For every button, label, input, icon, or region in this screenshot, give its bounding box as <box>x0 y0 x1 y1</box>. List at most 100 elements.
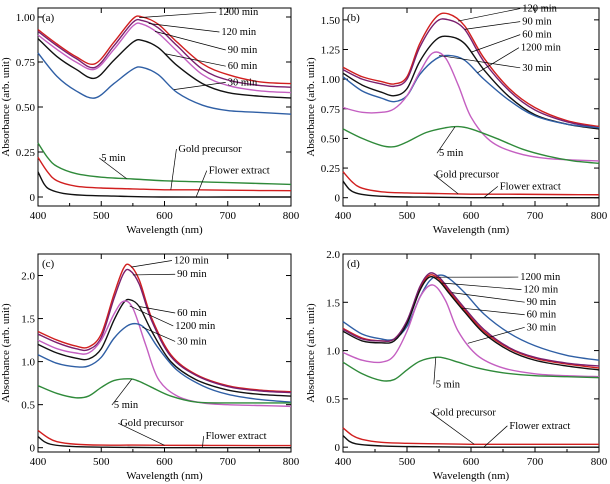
y-tick-label: 1.5 <box>326 297 340 309</box>
y-tick-label: 1.00 <box>16 12 36 24</box>
x-tick-label: 500 <box>93 210 110 222</box>
leader-line <box>458 8 521 22</box>
leader-line <box>129 305 174 327</box>
series-label-90-min: 90 min <box>527 297 557 308</box>
x-tick-label: 400 <box>335 210 352 222</box>
y-axis-title: Absorbance (arb. unit) <box>305 303 317 403</box>
series-label-1200-min: 1200 min <box>175 321 216 332</box>
series-line-5-min <box>342 356 600 382</box>
series-line-gold-precursor <box>342 427 599 446</box>
x-tick-label: 400 <box>30 456 47 468</box>
x-tick-label: 400 <box>335 456 352 468</box>
leader-line <box>483 186 499 198</box>
leader-line <box>148 23 220 33</box>
x-axis-title: Wavelength (nm) <box>433 224 510 236</box>
leader-line <box>442 282 522 290</box>
x-tick-label: 500 <box>399 210 416 222</box>
series-line-flower-extract <box>37 171 291 198</box>
panel-a: 400 500 600 700 800 0 0.25 0.50 0.75 1.00 Waveleng… <box>0 7 300 236</box>
series-label-flower-extract: Flower extract <box>500 181 561 192</box>
series-line-90-min <box>342 18 600 129</box>
panel-c: 400 500 600 700 800 0 0.5 1.0 1.5 2.0 Wavelength (… <box>0 253 300 482</box>
series-line-90-min <box>37 268 292 394</box>
y-tick-label: 0.75 <box>16 57 36 69</box>
x-tick-label: 800 <box>283 456 300 468</box>
series-label-90-min: 90 min <box>177 269 207 280</box>
panel-tag: (b) <box>347 12 360 24</box>
y-axis-title: Absorbance (arb. unit) <box>0 303 12 403</box>
series-line-30-min <box>37 322 292 403</box>
y-tick-label: 0 <box>335 442 341 454</box>
x-tick-label: 800 <box>283 210 300 222</box>
leader-line <box>451 292 525 303</box>
x-tick-label: 700 <box>220 210 237 222</box>
series-label-60-min: 60 min <box>522 30 552 41</box>
leader-line <box>467 326 525 344</box>
series-label-5-min: 5 min <box>436 379 461 390</box>
y-tick-label: 1.0 <box>21 357 35 369</box>
leader-line <box>139 11 217 18</box>
series-line-flower-extract <box>342 435 599 448</box>
series-label-gold-precursor: Gold precursor <box>436 170 500 181</box>
x-axis-title: Wavelength (nm) <box>126 470 203 482</box>
series-line-60-min <box>342 276 600 371</box>
series-label-flower-extract: Flower extract <box>206 431 267 442</box>
series-label-120-min: 120 min <box>522 4 557 15</box>
series-line-1200-min <box>37 300 292 408</box>
series-label-1200-min: 1200 min <box>520 272 561 283</box>
series-line-gold-precursor <box>37 157 292 192</box>
series-label-90-min: 90 min <box>522 17 552 28</box>
leader-line <box>170 148 177 190</box>
series-label-5-min: 5 min <box>439 148 464 159</box>
leader-line <box>483 425 508 448</box>
series-line-120-min <box>37 18 292 88</box>
y-tick-label: 0 <box>30 443 36 455</box>
leader-line <box>433 174 459 195</box>
y-tick-label: 2.0 <box>326 249 340 261</box>
leader-line <box>139 306 176 314</box>
leader-line <box>132 273 176 276</box>
y-tick-label: 1.00 <box>321 74 341 86</box>
leader-line <box>154 31 226 51</box>
leader-line <box>433 357 437 385</box>
y-tick-label: 0.50 <box>321 133 341 145</box>
leader-line <box>438 55 521 69</box>
series-line-30-min <box>342 51 600 162</box>
series-line-gold-precursor <box>37 429 292 447</box>
panel-d: 400 500 600 700 800 0 0.5 1.0 1.5 2.0 Wavelength (… <box>305 249 608 482</box>
series-label-30-min: 30 min <box>522 63 552 74</box>
y-tick-label: 0 <box>30 192 36 204</box>
x-tick-label: 600 <box>463 456 480 468</box>
x-axis-title: Wavelength (nm) <box>126 224 203 236</box>
panel-tag: (d) <box>347 258 360 270</box>
leader-line <box>470 34 521 53</box>
x-tick-label: 800 <box>591 210 608 222</box>
series-label-90-min: 90 min <box>228 45 258 56</box>
y-tick-label: 1.25 <box>321 44 341 56</box>
series-label-flower-extract: Flower extract <box>209 166 270 177</box>
series-label-30-min: 30 min <box>527 322 557 333</box>
series-label-60-min: 60 min <box>177 308 207 319</box>
leader-line <box>99 157 127 179</box>
x-tick-label: 800 <box>591 456 608 468</box>
series-label-120-min: 120 min <box>523 285 558 296</box>
leader-line <box>195 170 208 198</box>
series-line-30-min <box>37 52 292 115</box>
panel-tag: (a) <box>42 12 55 24</box>
leader-line <box>430 412 475 445</box>
x-tick-label: 400 <box>30 210 47 222</box>
series-label-flower-extract: Flower extract <box>509 421 570 432</box>
y-tick-label: 1.50 <box>321 15 341 27</box>
x-tick-label: 500 <box>93 456 110 468</box>
panel-b: 400 500 600 700 800 0 0.25 0.50 0.75 1.00 1.25 1.50… <box>305 4 608 236</box>
y-tick-label: 0.25 <box>16 147 36 159</box>
y-tick-label: 1.0 <box>326 346 340 358</box>
leader-line <box>142 326 176 342</box>
x-tick-label: 500 <box>399 456 416 468</box>
series-label-5-min: 5 min <box>101 153 126 164</box>
series-line-120-min <box>37 263 292 393</box>
x-tick-label: 700 <box>220 456 237 468</box>
series-line-90-min <box>37 22 292 94</box>
leader-line <box>173 82 226 90</box>
